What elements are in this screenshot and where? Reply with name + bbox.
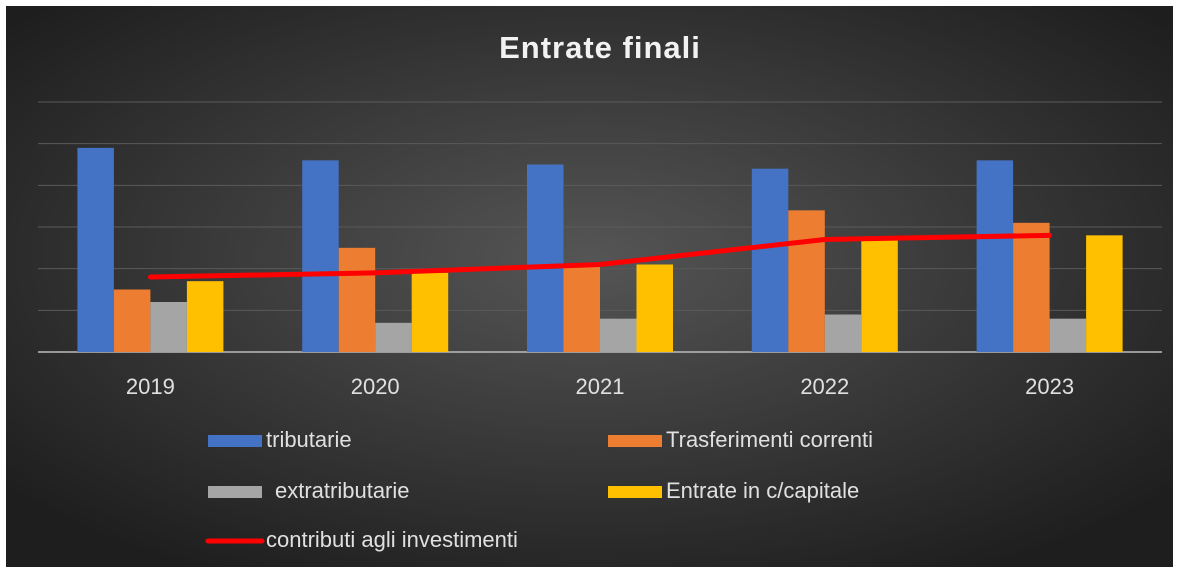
bar xyxy=(527,164,564,352)
x-tick-label: 2022 xyxy=(800,374,849,399)
legend-swatch xyxy=(208,486,262,498)
chart-title: Entrate finali xyxy=(499,30,701,65)
legend-label: tributarie xyxy=(266,427,352,452)
legend-swatch xyxy=(608,486,662,498)
bar xyxy=(976,160,1014,352)
bar xyxy=(861,239,898,352)
bar xyxy=(302,160,339,352)
x-tick-label: 2023 xyxy=(1025,374,1074,399)
bar xyxy=(375,322,412,352)
bar xyxy=(751,168,789,352)
bar xyxy=(186,281,224,352)
legend-swatch xyxy=(608,435,662,447)
bar xyxy=(788,210,825,352)
x-tick-label: 2020 xyxy=(351,374,400,399)
bar xyxy=(150,302,187,352)
bar xyxy=(824,314,862,352)
bar xyxy=(338,247,376,352)
bar xyxy=(77,147,114,352)
bar xyxy=(1013,222,1050,352)
x-tick-label: 2021 xyxy=(576,374,625,399)
legend-label: contributi agli investimenti xyxy=(266,527,518,552)
legend-label: Trasferimenti correnti xyxy=(666,427,873,452)
bar xyxy=(1086,235,1123,352)
bar xyxy=(636,264,673,352)
legend-swatch xyxy=(208,435,262,447)
legend-label: extratributarie xyxy=(275,478,410,503)
line xyxy=(147,232,1053,280)
bar xyxy=(113,289,151,352)
bar xyxy=(411,272,449,352)
legend-label: Entrate in c/capitale xyxy=(666,478,859,503)
x-tick-label: 2019 xyxy=(126,374,175,399)
bar xyxy=(600,318,637,352)
bar xyxy=(1049,318,1087,352)
bar xyxy=(563,264,600,352)
